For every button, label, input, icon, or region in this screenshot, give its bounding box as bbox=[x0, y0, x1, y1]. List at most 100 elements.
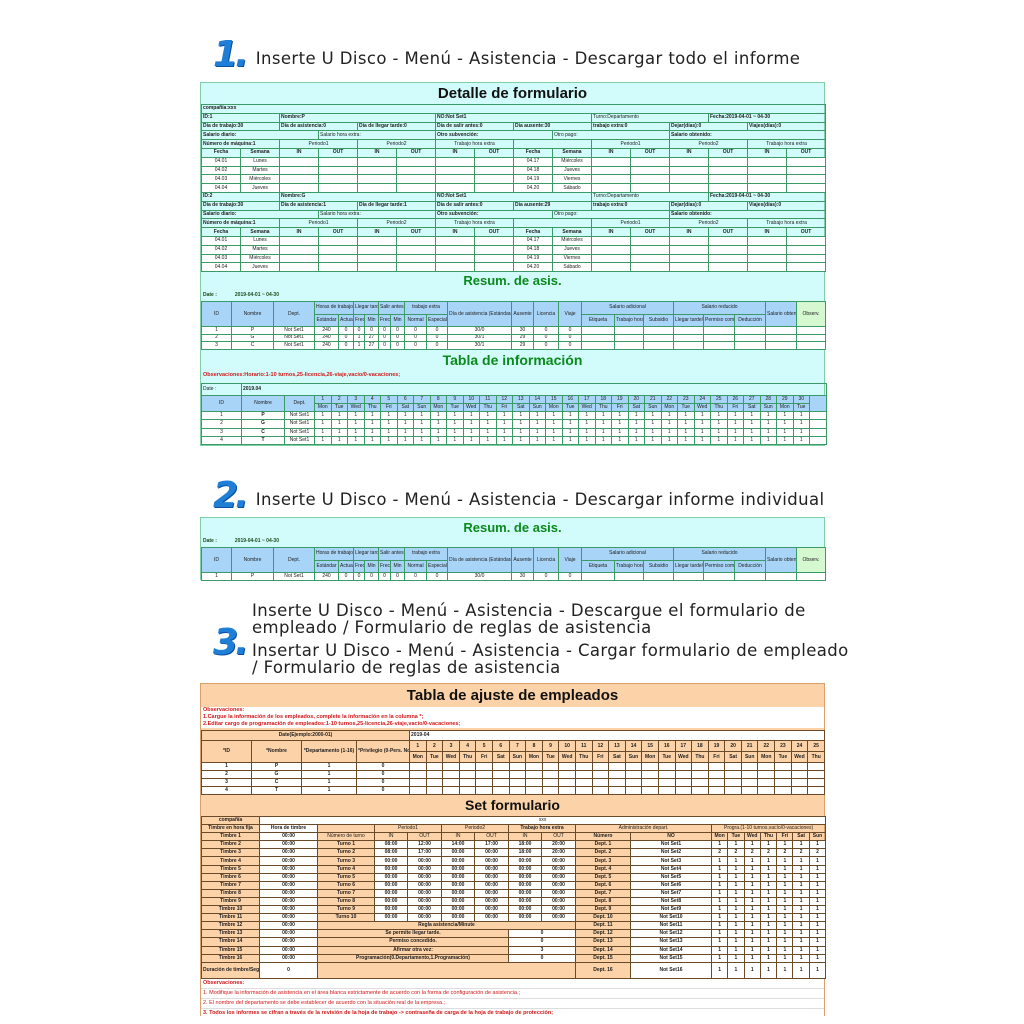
schedule-cell[interactable] bbox=[691, 778, 709, 787]
schedule-cell[interactable] bbox=[674, 786, 693, 795]
prog-cell[interactable]: 1 bbox=[792, 953, 810, 963]
schedule-cell[interactable] bbox=[591, 770, 610, 779]
schedule-cell[interactable] bbox=[691, 762, 709, 771]
time-field[interactable]: 18:00 bbox=[508, 840, 542, 850]
schedule-cell[interactable] bbox=[558, 770, 576, 779]
schedule-cell[interactable] bbox=[707, 786, 726, 795]
time-field[interactable]: 00:00 bbox=[441, 856, 475, 866]
schedule-cell[interactable] bbox=[740, 786, 759, 795]
schedule-cell[interactable] bbox=[807, 762, 826, 771]
schedule-cell[interactable] bbox=[458, 778, 477, 787]
time-field[interactable]: 00:00 bbox=[541, 880, 576, 890]
schedule-cell[interactable] bbox=[757, 762, 776, 771]
prog-cell[interactable]: 1 bbox=[710, 929, 729, 939]
prog-cell[interactable]: 1 bbox=[727, 905, 745, 915]
time-field[interactable]: 20:00 bbox=[541, 848, 576, 858]
prog-cell[interactable]: 1 bbox=[727, 880, 745, 890]
time-field[interactable]: 00:00 bbox=[407, 872, 442, 882]
time-field[interactable]: 00:00 bbox=[508, 856, 542, 866]
prog-cell[interactable]: 1 bbox=[710, 953, 729, 963]
time-field[interactable]: 00:00 bbox=[474, 905, 509, 915]
schedule-cell[interactable] bbox=[691, 786, 709, 795]
prog-cell[interactable]: 1 bbox=[792, 872, 810, 882]
schedule-cell[interactable] bbox=[458, 762, 477, 771]
time-field[interactable]: 14:00 bbox=[441, 840, 475, 850]
prog-cell[interactable]: 1 bbox=[743, 913, 761, 923]
schedule-cell[interactable] bbox=[740, 770, 759, 779]
prog-cell[interactable]: 1 bbox=[759, 945, 778, 955]
schedule-cell[interactable] bbox=[657, 770, 676, 779]
prog-cell[interactable]: 1 bbox=[808, 896, 827, 907]
schedule-cell[interactable] bbox=[641, 770, 659, 779]
prog-cell[interactable]: 1 bbox=[776, 888, 794, 898]
prog-cell[interactable]: 1 bbox=[743, 888, 761, 898]
prog-cell[interactable]: 1 bbox=[776, 945, 794, 955]
prog-cell[interactable]: 1 bbox=[792, 937, 810, 947]
schedule-cell[interactable] bbox=[541, 770, 560, 779]
schedule-cell[interactable] bbox=[425, 786, 444, 795]
schedule-cell[interactable] bbox=[657, 786, 676, 795]
prog-cell[interactable]: 1 bbox=[808, 872, 827, 882]
schedule-cell[interactable] bbox=[757, 770, 776, 779]
prog-cell[interactable]: 1 bbox=[743, 896, 761, 907]
prog-cell[interactable]: 1 bbox=[792, 921, 810, 931]
prog-cell[interactable]: 1 bbox=[776, 880, 794, 890]
time-field[interactable]: 00:00 bbox=[508, 896, 542, 907]
prog-cell[interactable]: 1 bbox=[792, 929, 810, 939]
schedule-cell[interactable] bbox=[608, 786, 626, 795]
prog-cell[interactable]: 1 bbox=[792, 880, 810, 890]
schedule-cell[interactable] bbox=[541, 778, 560, 787]
schedule-cell[interactable] bbox=[624, 762, 643, 771]
time-field[interactable]: 00:00 bbox=[474, 888, 509, 898]
prog-cell[interactable]: 1 bbox=[743, 937, 761, 947]
prog-cell[interactable]: 1 bbox=[743, 864, 761, 874]
schedule-cell[interactable] bbox=[491, 778, 510, 787]
time-field[interactable]: 00:00 bbox=[441, 905, 475, 915]
time-field[interactable]: 00:00 bbox=[541, 896, 576, 907]
schedule-cell[interactable] bbox=[674, 762, 693, 771]
schedule-cell[interactable] bbox=[491, 762, 510, 771]
time-field[interactable]: 00:00 bbox=[407, 856, 442, 866]
prog-cell[interactable]: 1 bbox=[808, 929, 827, 939]
prog-cell[interactable]: 1 bbox=[743, 961, 761, 979]
schedule-cell[interactable] bbox=[707, 762, 726, 771]
schedule-cell[interactable] bbox=[807, 786, 826, 795]
schedule-cell[interactable] bbox=[657, 778, 676, 787]
prog-cell[interactable]: 1 bbox=[759, 953, 778, 963]
time-field[interactable]: 00:00 bbox=[407, 913, 442, 923]
prog-cell[interactable]: 1 bbox=[710, 921, 729, 931]
schedule-cell[interactable] bbox=[740, 762, 759, 771]
schedule-cell[interactable] bbox=[525, 770, 543, 779]
schedule-cell[interactable] bbox=[425, 770, 444, 779]
date-input[interactable]: 2019-04 bbox=[409, 730, 826, 741]
prog-cell[interactable]: 1 bbox=[776, 905, 794, 915]
prog-cell[interactable]: 2 bbox=[808, 848, 827, 858]
prog-cell[interactable]: 1 bbox=[808, 880, 827, 890]
schedule-cell[interactable] bbox=[774, 786, 792, 795]
prog-cell[interactable]: 1 bbox=[727, 945, 745, 955]
prog-cell[interactable]: 1 bbox=[776, 921, 794, 931]
schedule-cell[interactable] bbox=[508, 762, 527, 771]
time-field[interactable]: 17:00 bbox=[407, 848, 442, 858]
prog-cell[interactable]: 1 bbox=[759, 880, 778, 890]
schedule-cell[interactable] bbox=[724, 762, 742, 771]
prog-cell[interactable]: 1 bbox=[759, 896, 778, 907]
schedule-cell[interactable] bbox=[425, 778, 444, 787]
prog-cell[interactable]: 1 bbox=[759, 840, 778, 850]
schedule-cell[interactable] bbox=[790, 786, 809, 795]
rule-field[interactable]: 0 bbox=[508, 953, 576, 963]
time-field[interactable]: 00:00 bbox=[407, 880, 442, 890]
schedule-cell[interactable] bbox=[491, 770, 510, 779]
prog-cell[interactable]: 1 bbox=[808, 913, 827, 923]
schedule-cell[interactable] bbox=[458, 770, 477, 779]
prog-cell[interactable]: 2 bbox=[710, 848, 729, 858]
schedule-cell[interactable] bbox=[774, 770, 792, 779]
prog-cell[interactable]: 1 bbox=[759, 872, 778, 882]
schedule-cell[interactable] bbox=[624, 770, 643, 779]
prog-cell[interactable]: 1 bbox=[743, 921, 761, 931]
prog-cell[interactable]: 1 bbox=[727, 888, 745, 898]
schedule-cell[interactable] bbox=[558, 762, 576, 771]
schedule-cell[interactable] bbox=[790, 770, 809, 779]
schedule-cell[interactable] bbox=[790, 778, 809, 787]
prog-cell[interactable]: 1 bbox=[743, 929, 761, 939]
